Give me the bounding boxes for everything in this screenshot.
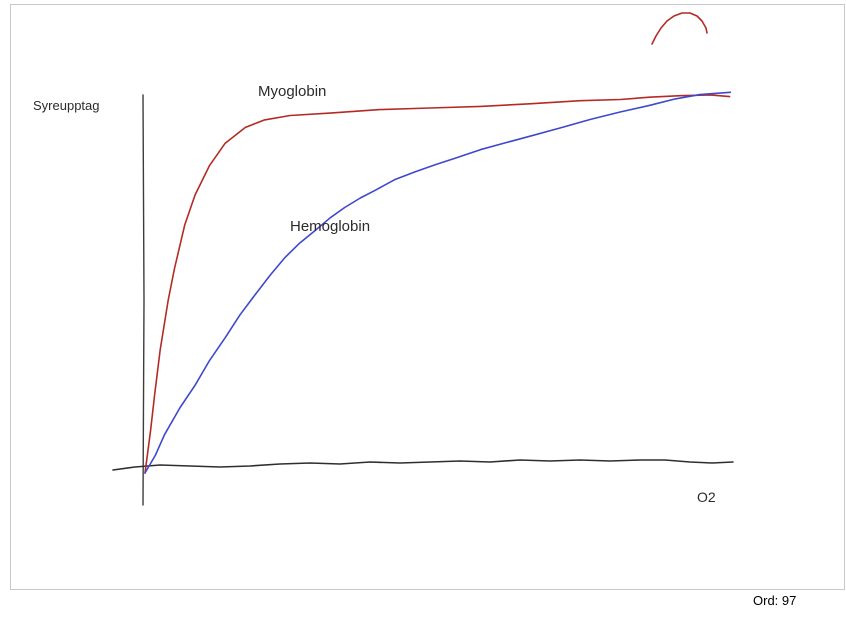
- drawing-canvas[interactable]: [10, 4, 845, 590]
- x-axis-label: O2: [697, 489, 716, 505]
- word-count-label: Ord: 97: [753, 593, 797, 608]
- series-label-myoglobin: Myoglobin: [258, 83, 327, 100]
- y-axis-label: Syreupptag: [33, 98, 100, 113]
- series-label-hemoglobin: Hemoglobin: [290, 218, 371, 235]
